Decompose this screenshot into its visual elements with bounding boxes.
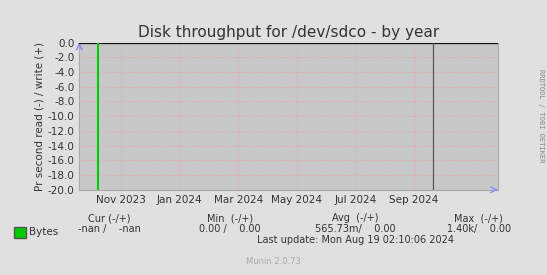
- Text: Last update: Mon Aug 19 02:10:06 2024: Last update: Mon Aug 19 02:10:06 2024: [257, 235, 454, 245]
- Text: 0.00 /    0.00: 0.00 / 0.00: [199, 224, 260, 234]
- Text: Bytes: Bytes: [29, 227, 58, 237]
- Title: Disk throughput for /dev/sdco - by year: Disk throughput for /dev/sdco - by year: [138, 25, 439, 40]
- Text: -nan /    -nan: -nan / -nan: [78, 224, 141, 234]
- Text: Min  (-/+): Min (-/+): [207, 213, 253, 223]
- Text: 565.73m/    0.00: 565.73m/ 0.00: [315, 224, 396, 234]
- Text: Max  (-/+): Max (-/+): [454, 213, 503, 223]
- Text: Munin 2.0.73: Munin 2.0.73: [246, 257, 301, 266]
- Text: Cur (-/+): Cur (-/+): [88, 213, 131, 223]
- Text: RRDTOOL / TOBI OETIKER: RRDTOOL / TOBI OETIKER: [538, 69, 544, 162]
- Y-axis label: Pr second read (-) / write (+): Pr second read (-) / write (+): [35, 42, 45, 191]
- Text: Avg  (-/+): Avg (-/+): [332, 213, 379, 223]
- Text: 1.40k/    0.00: 1.40k/ 0.00: [446, 224, 511, 234]
